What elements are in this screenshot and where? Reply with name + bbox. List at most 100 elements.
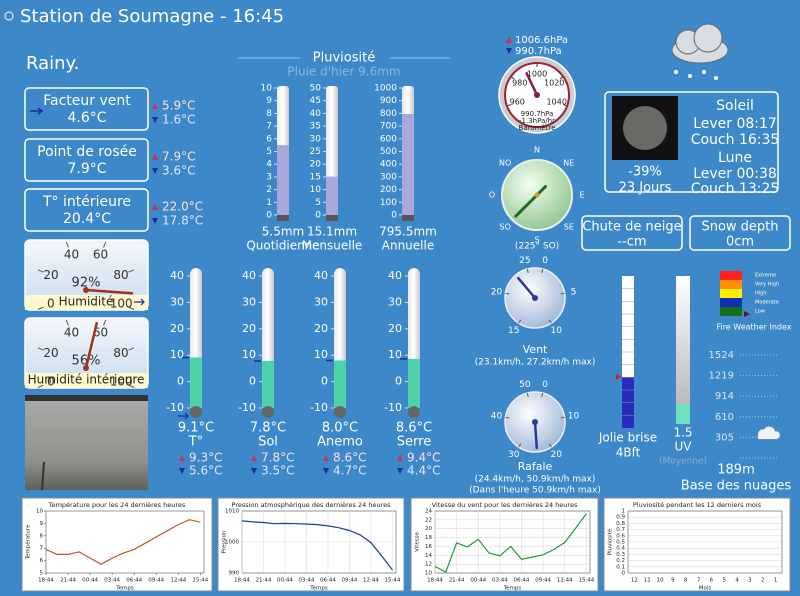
tick-label: 0.5 bbox=[616, 540, 625, 546]
tick-label: 30 bbox=[314, 295, 328, 308]
tick-label: 1000 bbox=[527, 70, 547, 79]
panel-min: 3.6°C bbox=[162, 164, 195, 178]
tick-label: 10 bbox=[261, 84, 273, 94]
tick-label: 30 bbox=[508, 450, 520, 460]
moon bbox=[623, 106, 667, 150]
max-icon bbox=[397, 455, 403, 461]
tick-label: 20 bbox=[170, 322, 184, 335]
tick-label: 11 bbox=[644, 578, 651, 584]
max-icon bbox=[152, 154, 158, 160]
needle bbox=[517, 276, 537, 300]
tick-label: 10 bbox=[425, 571, 432, 577]
thermo-bulb bbox=[262, 406, 274, 418]
cloud-icon bbox=[671, 23, 729, 80]
tick-mark bbox=[128, 269, 135, 273]
uv-fill bbox=[676, 403, 690, 424]
tick-label: 18 bbox=[425, 535, 432, 541]
tick-label: 40 bbox=[310, 109, 322, 119]
thermo-fill bbox=[190, 357, 202, 408]
uv-label: UV bbox=[675, 440, 693, 454]
tick-label: 600 bbox=[380, 134, 397, 144]
humidity-value: 56% bbox=[72, 354, 101, 369]
temp-label: Serre bbox=[397, 435, 431, 450]
tick-mark bbox=[65, 319, 69, 326]
tick-label: 5 bbox=[266, 147, 272, 157]
tick-mark bbox=[541, 392, 544, 398]
tick-label: 1 bbox=[622, 509, 626, 515]
tick-label: 20 bbox=[43, 346, 58, 360]
tick-label: 0 bbox=[249, 375, 256, 388]
tick-label: 06:44 bbox=[320, 578, 336, 584]
tick-mark bbox=[505, 416, 510, 419]
tick-label: 60 bbox=[93, 325, 108, 339]
baro-label: Baromètre bbox=[519, 124, 556, 132]
beaufort-label: Jolie brise bbox=[598, 431, 657, 445]
snow-value: --cm bbox=[617, 235, 646, 250]
tick-label: 100 bbox=[110, 375, 133, 389]
beaufort-value: 4Bft bbox=[616, 446, 641, 460]
pointer bbox=[744, 311, 750, 317]
baro-value: 990.7hPa bbox=[521, 110, 554, 118]
tick-mark bbox=[65, 241, 69, 248]
chart-box bbox=[603, 497, 791, 592]
fire-level bbox=[720, 289, 742, 298]
tick-label: 5 bbox=[723, 578, 727, 584]
tick-label: 1 bbox=[774, 578, 778, 584]
tick-label: 5 bbox=[315, 198, 321, 208]
chart-title: Pluviosité pendant les 12 derniers mois bbox=[633, 501, 762, 509]
chart-title: Température pour les 24 dernières heures bbox=[48, 501, 186, 509]
tick-label: 40 bbox=[170, 269, 184, 282]
tick-mark bbox=[505, 292, 510, 295]
humidity-label: Humidité intérieure bbox=[28, 373, 145, 387]
tick-mark bbox=[128, 347, 135, 351]
humidity-value: 92% bbox=[72, 276, 101, 291]
plot-area bbox=[45, 510, 205, 574]
tick-label: 40 bbox=[64, 247, 79, 261]
tick-label: 45 bbox=[310, 96, 321, 106]
tick-mark bbox=[507, 104, 511, 107]
thermo-fill bbox=[334, 360, 346, 408]
tick-label: 15 bbox=[310, 172, 321, 182]
axis-label: Vitesse bbox=[415, 531, 421, 551]
fire-level bbox=[720, 298, 742, 307]
tick-label: 0 bbox=[391, 211, 397, 221]
chart-line bbox=[241, 520, 393, 571]
temp-value: 7.8°C bbox=[250, 421, 286, 436]
tick-label: 8 bbox=[40, 533, 44, 539]
axis-label: Temps bbox=[309, 586, 328, 592]
direction-label: N bbox=[534, 146, 540, 155]
min-icon bbox=[251, 468, 257, 474]
max-icon bbox=[506, 37, 512, 43]
thermo-bulb bbox=[334, 406, 346, 418]
tick-mark bbox=[560, 292, 565, 295]
panel-value: 20.4°C bbox=[63, 211, 111, 227]
tick-label: 20 bbox=[310, 160, 322, 170]
tick-mark bbox=[563, 104, 567, 107]
tick-label: 0 bbox=[542, 380, 548, 390]
tick-mark bbox=[37, 347, 44, 351]
axis-label: Temps bbox=[115, 586, 134, 592]
tick-label: 10 bbox=[388, 348, 402, 361]
tick-label: 50 bbox=[310, 84, 322, 94]
temp-value: 8.6°C bbox=[396, 421, 432, 436]
tick-label: 30 bbox=[242, 295, 256, 308]
fire-level-label: High bbox=[755, 291, 767, 297]
astro-moon-title: Lune bbox=[718, 150, 752, 166]
tick-label: 0 bbox=[542, 256, 548, 266]
needle bbox=[525, 72, 539, 97]
panel-value: 4.6°C bbox=[67, 110, 106, 126]
snow-label: Snow depth bbox=[701, 220, 778, 235]
temp-min: 3.5°C bbox=[261, 464, 294, 478]
tick-label: 100 bbox=[380, 198, 397, 208]
needle-hub bbox=[83, 365, 89, 371]
tick-label: 20 bbox=[43, 268, 58, 282]
info-panel bbox=[24, 188, 149, 232]
tick-label: 30 bbox=[170, 295, 184, 308]
tick-label: 09:44 bbox=[535, 578, 551, 584]
tick-mark bbox=[128, 306, 135, 310]
page-title: Station de Soumagne - 16:45 bbox=[20, 6, 284, 27]
baro-trend: -1.3hPa/hr bbox=[519, 117, 555, 125]
tick-label: 21:44 bbox=[256, 578, 272, 584]
tick-label: 0 bbox=[321, 375, 328, 388]
